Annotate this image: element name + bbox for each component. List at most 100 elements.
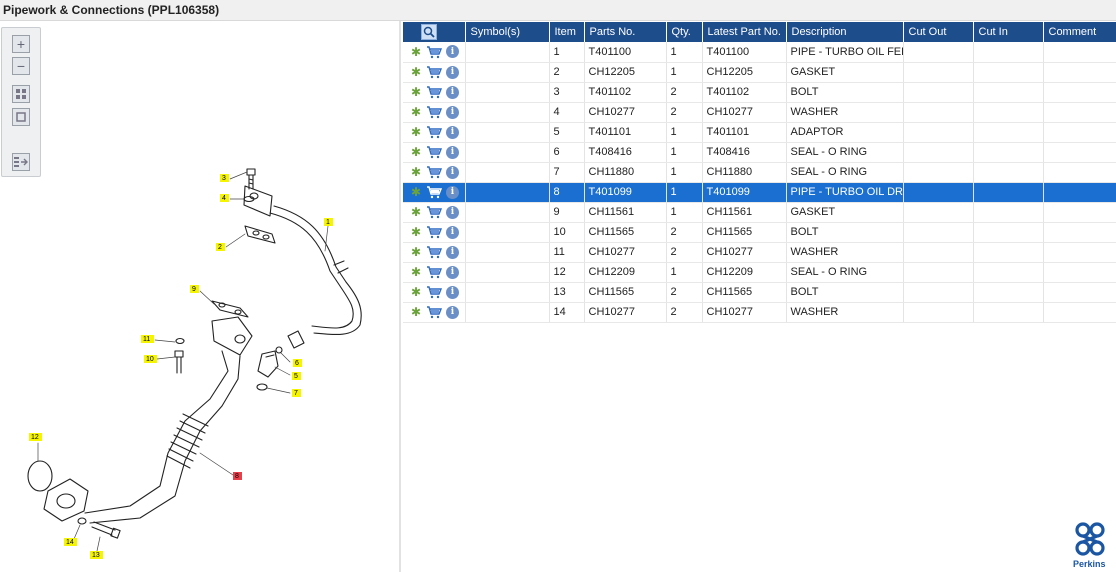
info-icon[interactable]: i: [446, 145, 459, 159]
diagram-pane[interactable]: 1 2 3 4 5 6 7 8 9 10 11 12 13 14 + −: [0, 21, 400, 572]
column-header-qty[interactable]: Qty.: [666, 22, 703, 42]
gear-icon[interactable]: ✱: [410, 145, 422, 159]
info-icon[interactable]: i: [446, 45, 459, 59]
callout-5[interactable]: 5: [292, 372, 301, 380]
cart-icon[interactable]: [426, 85, 442, 99]
callout-3[interactable]: 3: [220, 174, 229, 182]
cart-icon[interactable]: [426, 245, 442, 259]
gear-icon[interactable]: ✱: [410, 305, 422, 319]
info-icon[interactable]: i: [446, 185, 459, 199]
cart-icon[interactable]: [426, 225, 442, 239]
cart-icon[interactable]: [426, 165, 442, 179]
info-icon[interactable]: i: [446, 285, 459, 299]
column-header-actions[interactable]: [403, 22, 466, 42]
table-row[interactable]: ✱ i 12 CH12209 1 CH12209 SEAL - O RING: [403, 262, 1116, 283]
callout-13[interactable]: 13: [90, 551, 103, 559]
callout-12[interactable]: 12: [29, 433, 42, 441]
row-actions: ✱ i: [403, 82, 466, 103]
table-row[interactable]: ✱ i 5 T401101 1 T401101 ADAPTOR: [403, 122, 1116, 143]
cart-icon[interactable]: [426, 265, 442, 279]
cart-icon[interactable]: [426, 285, 442, 299]
table-row[interactable]: ✱ i 6 T408416 1 T408416 SEAL - O RING: [403, 142, 1116, 163]
gear-icon[interactable]: ✱: [410, 44, 422, 59]
callout-6[interactable]: 6: [293, 359, 302, 367]
cell-part-no: CH10277: [584, 302, 667, 323]
fit-page-icon[interactable]: [12, 108, 30, 126]
cell-part-no: CH11565: [584, 222, 667, 243]
search-icon[interactable]: [421, 24, 437, 40]
cell-latest-part-no: CH10277: [702, 102, 787, 123]
table-row[interactable]: ✱ i 8 T401099 1 T401099 PIPE - TURBO OIL…: [403, 182, 1116, 203]
table-row[interactable]: ✱ i 1 T401100 1 T401100 PIPE - TURBO OIL…: [403, 42, 1116, 63]
info-icon[interactable]: i: [446, 85, 459, 99]
gear-icon[interactable]: ✱: [410, 165, 422, 179]
gear-icon[interactable]: ✱: [410, 125, 422, 139]
callout-2[interactable]: 2: [216, 243, 225, 251]
gear-icon[interactable]: ✱: [410, 65, 422, 79]
info-icon[interactable]: i: [446, 205, 459, 219]
info-icon[interactable]: i: [446, 225, 459, 239]
callout-7[interactable]: 7: [292, 389, 301, 397]
table-row[interactable]: ✱ i 4 CH10277 2 CH10277 WASHER: [403, 102, 1116, 123]
column-header-latest-part-no[interactable]: Latest Part No.: [702, 22, 787, 42]
table-row[interactable]: ✱ i 13 CH11565 2 CH11565 BOLT: [403, 282, 1116, 303]
column-header-cut-out[interactable]: Cut Out: [903, 22, 974, 42]
gear-icon[interactable]: ✱: [410, 185, 422, 199]
gear-icon[interactable]: ✱: [410, 245, 422, 259]
cart-icon[interactable]: [426, 45, 442, 59]
cell-cut-in: [973, 122, 1044, 143]
part-10-bolt: [174, 350, 184, 374]
cell-part-no: CH10277: [584, 102, 667, 123]
column-header-description[interactable]: Description: [786, 22, 904, 42]
callout-14[interactable]: 14: [64, 538, 77, 546]
callout-9[interactable]: 9: [190, 285, 199, 293]
callout-8[interactable]: 8: [233, 472, 242, 480]
gear-icon[interactable]: ✱: [410, 85, 422, 99]
table-row[interactable]: ✱ i 10 CH11565 2 CH11565 BOLT: [403, 222, 1116, 243]
cart-icon[interactable]: [426, 145, 442, 159]
gear-icon[interactable]: ✱: [410, 265, 422, 279]
row-actions: ✱ i: [403, 142, 466, 163]
callout-10[interactable]: 10: [144, 355, 157, 363]
gear-icon[interactable]: ✱: [410, 225, 422, 239]
table-row[interactable]: ✱ i 11 CH10277 2 CH10277 WASHER: [403, 242, 1116, 263]
list-view-icon[interactable]: [12, 153, 30, 171]
column-header-parts-no[interactable]: Parts No.: [584, 22, 667, 42]
info-icon[interactable]: i: [446, 245, 459, 259]
info-icon[interactable]: i: [446, 125, 459, 139]
callout-1[interactable]: 1: [324, 218, 333, 226]
info-icon[interactable]: i: [446, 65, 459, 79]
table-row[interactable]: ✱ i 14 CH10277 2 CH10277 WASHER: [403, 302, 1116, 323]
cart-icon[interactable]: [426, 305, 442, 319]
callout-11[interactable]: 11: [141, 335, 154, 343]
gear-icon[interactable]: ✱: [410, 105, 422, 119]
column-header-item[interactable]: Item: [549, 22, 585, 42]
info-icon[interactable]: i: [446, 265, 459, 279]
info-icon[interactable]: i: [446, 305, 459, 319]
info-icon[interactable]: i: [446, 165, 459, 179]
table-row[interactable]: ✱ i 7 CH11880 1 CH11880 SEAL - O RING: [403, 162, 1116, 183]
column-header-comment[interactable]: Comment: [1043, 22, 1116, 42]
gear-icon[interactable]: ✱: [410, 285, 422, 299]
exploded-diagram[interactable]: 1 2 3 4 5 6 7 8 9 10 11 12 13 14: [0, 21, 400, 572]
zoom-out-icon[interactable]: −: [12, 57, 30, 75]
column-header-symbols[interactable]: Symbol(s): [465, 22, 550, 42]
table-row[interactable]: ✱ i 3 T401102 2 T401102 BOLT: [403, 82, 1116, 103]
row-actions: ✱ i: [403, 102, 466, 123]
cart-icon[interactable]: [426, 105, 442, 119]
cart-icon[interactable]: [426, 65, 442, 79]
cell-cut-out: [903, 162, 974, 183]
cart-icon[interactable]: [426, 205, 442, 219]
info-icon[interactable]: i: [446, 105, 459, 119]
cell-qty: 1: [666, 62, 703, 83]
cart-icon[interactable]: [426, 185, 442, 199]
cart-icon[interactable]: [426, 125, 442, 139]
table-row[interactable]: ✱ i 9 CH11561 1 CH11561 GASKET: [403, 202, 1116, 223]
pane-splitter[interactable]: [399, 21, 401, 572]
zoom-in-icon[interactable]: +: [12, 35, 30, 53]
gear-icon[interactable]: ✱: [410, 205, 422, 219]
column-header-cut-in[interactable]: Cut In: [973, 22, 1044, 42]
callout-4[interactable]: 4: [220, 194, 229, 202]
table-row[interactable]: ✱ i 2 CH12205 1 CH12205 GASKET: [403, 62, 1116, 83]
fit-all-icon[interactable]: [12, 85, 30, 103]
